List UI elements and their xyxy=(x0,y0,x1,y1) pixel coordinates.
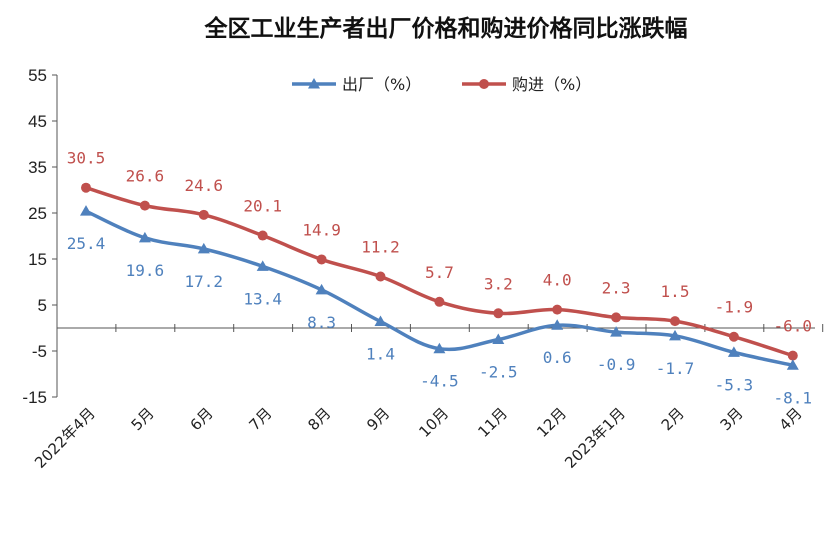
data-point-circle xyxy=(670,316,680,327)
data-point-triangle xyxy=(727,346,740,357)
y-tick-label: 15 xyxy=(28,250,47,269)
purchase-data-label: 14.9 xyxy=(302,220,341,239)
legend-marker-circle xyxy=(479,79,489,89)
chart-title: 全区工业生产者出厂价格和购进价格同比涨跌幅 xyxy=(204,15,688,42)
series-ex-factory xyxy=(80,205,799,370)
ex-factory-data-label: 19.6 xyxy=(126,261,165,280)
data-point-circle xyxy=(552,304,563,315)
purchase-data-label: 2.3 xyxy=(602,278,631,297)
ex-factory-data-label: -0.9 xyxy=(597,355,636,374)
data-point-triangle xyxy=(374,315,387,327)
x-tick-label: 9月 xyxy=(363,404,393,434)
data-point-circle xyxy=(316,254,327,265)
ex-factory-data-label: -2.5 xyxy=(479,363,518,382)
x-tick-label: 2月 xyxy=(658,404,688,434)
ex-factory-data-label: -5.3 xyxy=(715,375,754,394)
y-tick-label: 55 xyxy=(28,66,47,85)
data-point-triangle xyxy=(80,205,92,216)
purchase-data-label: -6.0 xyxy=(774,317,813,336)
x-tick-label: 3月 xyxy=(717,404,747,434)
x-tick-label: 5月 xyxy=(128,404,158,434)
y-tick-label: 45 xyxy=(28,112,47,131)
legend-marker-triangle xyxy=(308,78,320,89)
series-purchase xyxy=(81,182,798,361)
y-tick-label: -5 xyxy=(32,342,47,361)
purchase-data-label: 5.7 xyxy=(425,263,454,282)
ex-factory-data-label: 8.3 xyxy=(307,313,336,332)
data-point-circle xyxy=(493,308,504,319)
y-tick-label: -15 xyxy=(22,388,47,407)
data-point-circle xyxy=(787,350,798,361)
ex-factory-data-label: 17.2 xyxy=(185,272,224,291)
legend: 出厂（%） 购进（%） xyxy=(292,75,591,94)
ex-factory-data-label: 0.6 xyxy=(543,348,572,367)
ex-factory-data-label: 13.4 xyxy=(243,289,282,308)
legend-label: 出厂（%） xyxy=(342,75,421,94)
purchase-data-label: 11.2 xyxy=(361,237,400,256)
data-point-triangle xyxy=(433,342,446,354)
x-tick-label: 11月 xyxy=(474,404,511,441)
purchase-data-label: 1.5 xyxy=(661,282,690,301)
ex-factory-data-label: 25.4 xyxy=(67,234,106,253)
data-point-circle xyxy=(81,182,91,193)
x-tick-label: 6月 xyxy=(187,404,217,434)
data-point-circle xyxy=(198,209,209,220)
purchase-data-label: 20.1 xyxy=(243,197,282,216)
data-point-circle xyxy=(728,331,739,342)
ex-factory-data-label: -8.1 xyxy=(774,388,813,407)
purchase-data-label: 24.6 xyxy=(185,176,224,195)
data-point-triangle xyxy=(669,329,681,341)
y-tick-label: 25 xyxy=(28,204,47,223)
series-layer xyxy=(80,182,799,370)
ex-factory-data-label: -4.5 xyxy=(420,372,459,391)
purchase-data-label: 30.5 xyxy=(67,149,106,168)
data-labels: 25.4 19.6 17.2 13.4 8.3 1.4 -4.5 -2.5 0.6 -0.9 -1.… xyxy=(67,149,812,408)
data-point-circle xyxy=(257,230,268,241)
x-tick-label: 2022年4月 xyxy=(31,404,99,472)
x-tick-label: 10月 xyxy=(415,404,452,441)
x-tick-label: 12月 xyxy=(533,404,570,441)
y-tick-label: 35 xyxy=(28,158,47,177)
x-tick-label: 2023年1月 xyxy=(561,404,629,472)
data-point-triangle xyxy=(610,326,623,337)
ex-factory-data-label: -1.7 xyxy=(656,359,695,378)
purchase-data-label: 3.2 xyxy=(484,274,513,293)
data-point-triangle xyxy=(492,333,505,344)
data-point-circle xyxy=(375,271,386,282)
data-point-circle xyxy=(611,312,622,323)
x-tick-label: 8月 xyxy=(304,404,334,434)
data-point-circle xyxy=(434,296,445,307)
data-point-circle xyxy=(139,200,150,211)
data-point-triangle xyxy=(315,283,328,295)
purchase-data-label: 4.0 xyxy=(543,271,572,290)
purchase-data-label: -1.9 xyxy=(715,298,754,317)
legend-item-ex-factory: 出厂（%） xyxy=(292,75,421,94)
purchase-data-label: 26.6 xyxy=(126,167,165,186)
x-tick-label: 4月 xyxy=(776,404,806,434)
data-point-triangle xyxy=(256,260,269,271)
data-point-triangle xyxy=(138,231,151,243)
data-point-triangle xyxy=(197,242,210,254)
data-point-triangle xyxy=(786,359,799,370)
legend-item-purchase: 购进（%） xyxy=(462,75,591,94)
ex-factory-data-label: 1.4 xyxy=(366,345,395,364)
data-point-triangle xyxy=(551,319,564,330)
x-tick-label: 7月 xyxy=(245,404,275,434)
y-tick-label: 5 xyxy=(38,296,47,315)
legend-label: 购进（%） xyxy=(512,75,591,94)
